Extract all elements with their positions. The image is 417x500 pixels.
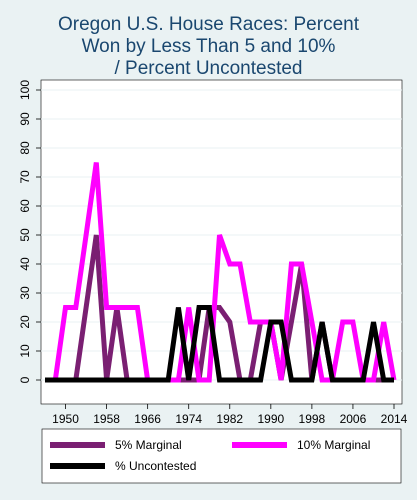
series-line-2: [45, 162, 397, 383]
y-tick-label: 10: [18, 344, 32, 358]
y-tick-label: 70: [18, 170, 32, 184]
y-tick-label: 60: [18, 199, 32, 213]
x-tick-label: 1990: [257, 412, 284, 426]
legend-label-1: 5% Marginal: [115, 438, 182, 452]
x-tick-label: 1966: [134, 412, 161, 426]
x-tick-label: 1950: [52, 412, 79, 426]
x-tick-label: 1974: [175, 412, 202, 426]
y-tick-label: 0: [18, 376, 32, 383]
legend-label-3: % Uncontested: [115, 459, 196, 473]
chart-title-line-3: / Percent Uncontested: [114, 58, 303, 79]
series-line-3: [45, 305, 394, 383]
y-tick-label: 50: [18, 228, 32, 242]
y-tick-label: 90: [18, 112, 32, 126]
legend-box: [41, 428, 402, 484]
x-tick-label: 1998: [299, 412, 326, 426]
y-tick-label: 100: [18, 80, 32, 100]
y-tick-label: 80: [18, 141, 32, 155]
y-tick-label: 40: [18, 257, 32, 271]
chart-title-line-2: Won by Less Than 5 and 10%: [81, 36, 336, 57]
x-tick-label: 2014: [381, 412, 408, 426]
y-tick-label: 30: [18, 286, 32, 300]
legend-label-2: 10% Marginal: [297, 438, 370, 452]
x-tick-label: 2006: [340, 412, 367, 426]
x-tick-label: 1958: [93, 412, 120, 426]
chart-title-line-1: Oregon U.S. House Races: Percent: [58, 14, 359, 35]
x-tick-label: 1982: [216, 412, 243, 426]
y-tick-label: 20: [18, 315, 32, 329]
